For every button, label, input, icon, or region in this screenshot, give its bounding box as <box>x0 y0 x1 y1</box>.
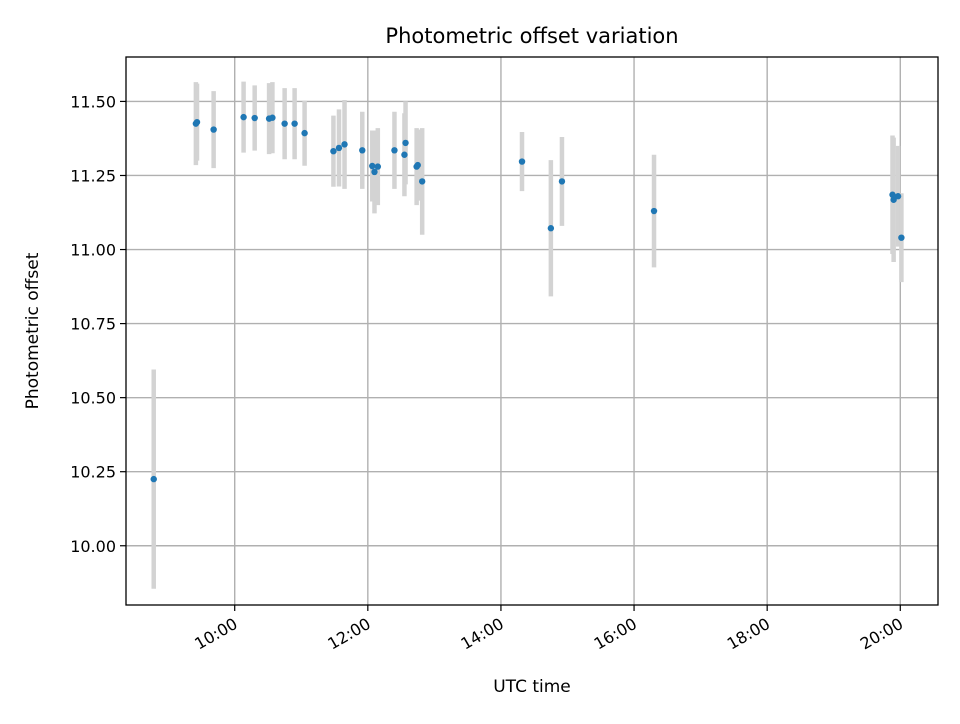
y-tick-label: 11.00 <box>70 241 116 260</box>
data-point <box>650 207 658 215</box>
data-point <box>558 178 566 185</box>
data-point <box>251 114 258 122</box>
x-tick-label: 12:00 <box>324 614 373 654</box>
x-axis-label: UTC time <box>493 677 571 697</box>
data-point <box>193 118 201 126</box>
data-point <box>269 114 276 121</box>
data-point <box>210 126 217 133</box>
y-tick-label: 11.50 <box>70 92 116 111</box>
y-tick-label: 10.75 <box>70 315 116 334</box>
data-point <box>391 147 398 154</box>
chart-title: Photometric offset variation <box>385 24 678 48</box>
grid-layer <box>126 57 938 605</box>
y-tick-label: 10.25 <box>70 463 116 482</box>
y-tick-label: 10.50 <box>70 389 116 408</box>
data-point <box>301 129 308 137</box>
data-point-layer <box>150 113 905 483</box>
data-point <box>418 178 426 185</box>
data-point <box>401 151 408 158</box>
data-point <box>518 158 526 165</box>
x-tick-label: 18:00 <box>724 614 773 654</box>
data-point <box>359 147 366 154</box>
data-point <box>402 139 409 147</box>
data-point <box>291 120 298 127</box>
plot-area-frame <box>125 56 939 606</box>
data-point <box>341 141 348 148</box>
x-tick-label: 16:00 <box>591 614 640 654</box>
data-point <box>281 120 288 127</box>
data-point <box>374 163 382 170</box>
data-point <box>898 234 905 241</box>
data-point <box>371 168 378 176</box>
tick-layer: 10.00 10.25 10.50 10.75 11.00 11.25 11.50 10:00… <box>70 92 906 653</box>
data-point <box>330 147 337 155</box>
data-point <box>240 113 247 121</box>
data-point <box>369 162 376 170</box>
x-tick-label: 10:00 <box>191 614 240 654</box>
x-tick-label: 20:00 <box>857 614 906 654</box>
error-bar-layer <box>151 81 904 589</box>
data-point <box>414 161 421 169</box>
data-point <box>894 193 902 200</box>
y-tick-label: 10.00 <box>70 537 116 556</box>
y-axis-label: Photometric offset <box>23 252 43 409</box>
data-point <box>547 225 555 232</box>
data-point <box>150 475 157 483</box>
x-tick-label: 14:00 <box>458 614 507 654</box>
data-point <box>335 144 343 152</box>
y-tick-label: 11.25 <box>70 166 116 185</box>
data-point <box>890 196 897 203</box>
data-point <box>889 191 896 198</box>
